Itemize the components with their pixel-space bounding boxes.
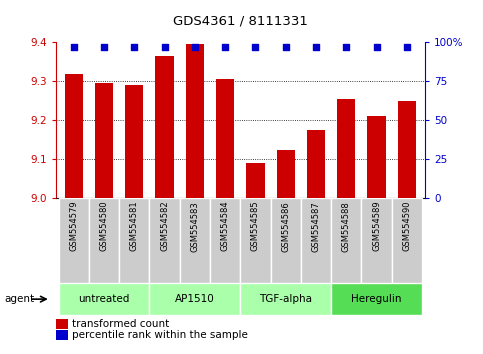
Bar [58,198,89,283]
Point [130,44,138,50]
Text: GSM554581: GSM554581 [130,201,139,251]
Point [221,44,229,50]
Text: GSM554579: GSM554579 [69,201,78,251]
Text: GSM554580: GSM554580 [99,201,109,251]
Bar [337,99,355,198]
Text: GSM554582: GSM554582 [160,201,169,251]
Point [191,44,199,50]
Bar [270,198,301,283]
Point [100,44,108,50]
Text: GSM554589: GSM554589 [372,201,381,251]
Bar [246,163,265,198]
Bar [58,283,149,315]
Bar [241,198,270,283]
Bar [119,198,149,283]
Point [342,44,350,50]
Point [373,44,381,50]
Point [282,44,290,50]
Text: GSM554590: GSM554590 [402,201,412,251]
Bar [277,149,295,198]
Bar [361,198,392,283]
Text: GSM554584: GSM554584 [221,201,229,251]
Text: agent: agent [5,294,35,304]
Text: TGF-alpha: TGF-alpha [259,294,312,304]
Text: percentile rank within the sample: percentile rank within the sample [72,330,248,340]
Point [161,44,169,50]
Bar [125,85,143,198]
Point [312,44,320,50]
Bar [216,80,234,198]
Text: transformed count: transformed count [72,319,170,329]
Bar [301,198,331,283]
Point [70,44,78,50]
Text: untreated: untreated [78,294,130,304]
Bar [331,198,361,283]
Bar [368,116,385,198]
Text: Heregulin: Heregulin [351,294,402,304]
Bar [89,198,119,283]
Text: AP1510: AP1510 [175,294,215,304]
Bar [149,283,241,315]
Text: GSM554583: GSM554583 [190,201,199,252]
Bar [241,283,331,315]
Text: GSM554585: GSM554585 [251,201,260,251]
Bar [65,74,83,198]
Text: GSM554587: GSM554587 [312,201,321,252]
Text: GSM554588: GSM554588 [342,201,351,252]
Bar [180,198,210,283]
Point [403,44,411,50]
Bar [331,283,422,315]
Bar [95,83,113,198]
Bar [307,130,325,198]
Text: GSM554586: GSM554586 [281,201,290,252]
Text: GDS4361 / 8111331: GDS4361 / 8111331 [173,14,308,27]
Bar [210,198,241,283]
Bar [398,101,416,198]
Bar [149,198,180,283]
Point [252,44,259,50]
Bar [156,56,174,198]
Bar [186,45,204,198]
Bar [392,198,422,283]
